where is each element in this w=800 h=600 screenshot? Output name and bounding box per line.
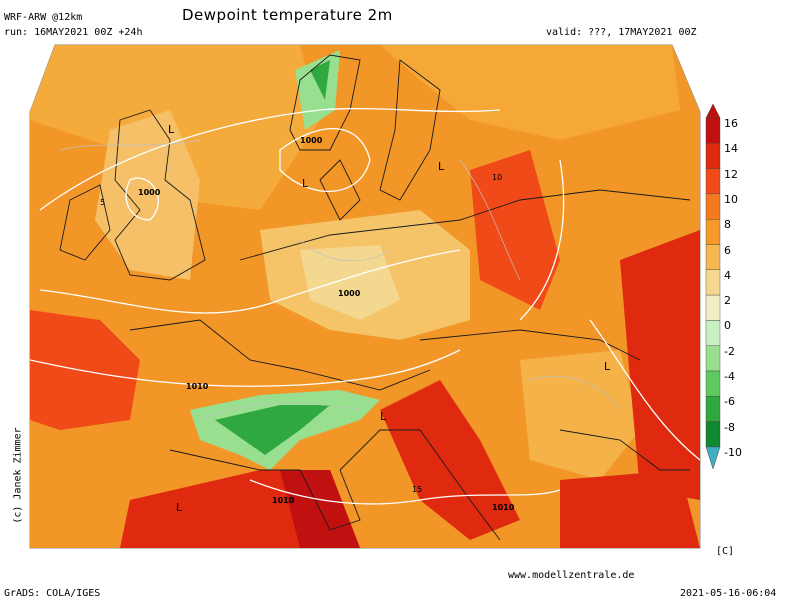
- colorbar-tick-label: 16: [724, 117, 738, 130]
- colorbar-top-arrow: [705, 103, 721, 119]
- field-uk: [95, 110, 200, 280]
- isobar-label-1010-c: 1010: [492, 503, 515, 512]
- colorbar-tick-label: -6: [724, 395, 735, 409]
- contour-label-10: 10: [492, 173, 502, 182]
- colorbar-tick-label: -10: [724, 445, 742, 459]
- colorbar-tick-label: 10: [724, 192, 738, 206]
- isobar-label-1000-b: 1000: [138, 188, 161, 197]
- colorbar-segment: [705, 117, 721, 144]
- colorbar-segment: [705, 269, 721, 296]
- colorbar-unit: [C]: [716, 546, 735, 557]
- isobar-label-1010-a: 1010: [186, 382, 209, 391]
- colorbar-tick-label: 2: [724, 294, 731, 308]
- colorbar-segment: [705, 168, 721, 195]
- colorbar-tick-label: -4: [724, 370, 735, 383]
- field-central-light: [300, 245, 400, 320]
- low-pressure-marker-d: L: [604, 360, 611, 373]
- field-biscay-red: [30, 310, 140, 430]
- colorbar-segment: [705, 320, 721, 346]
- colorbar-tick-label: 4: [724, 268, 731, 282]
- field-adriatic-red: [380, 380, 520, 540]
- field-aegean-red: [560, 470, 700, 548]
- isobars: [30, 107, 700, 505]
- colorbar-segment: [705, 193, 721, 220]
- low-pressure-marker-e: L: [380, 410, 387, 423]
- isobar-label-1000-a: 1000: [300, 136, 323, 145]
- low-pressure-marker-b: L: [302, 177, 309, 190]
- website-label: www.modellzentrale.de: [508, 570, 635, 581]
- colorbar-bottom-arrow: [705, 446, 721, 470]
- colorbar-segment: [705, 244, 721, 270]
- map-annotations: 1000 1000 1000 1010 1010 1010 L L L L L …: [100, 123, 611, 514]
- low-pressure-marker-f: L: [176, 501, 183, 514]
- dewpoint-contours: [59, 139, 621, 421]
- model-label: WRF-ARW @12km: [4, 12, 83, 23]
- low-pressure-marker-a: L: [168, 123, 175, 136]
- colorbar-segment: [705, 421, 721, 448]
- colorbar-tick-label: 8: [724, 218, 731, 232]
- low-pressure-marker-c: L: [438, 160, 445, 173]
- colorbar-tick-label: 12: [724, 167, 738, 181]
- isobar-label-1010-b: 1010: [272, 496, 295, 505]
- timestamp-label: 2021-05-16-06:04: [680, 588, 777, 599]
- colorbar-tick-label: 0: [724, 319, 731, 333]
- contour-label-15: 15: [412, 485, 422, 494]
- colorbar-tick-label: 6: [724, 243, 731, 257]
- field-norway-dark: [310, 60, 330, 100]
- colorbar-tick-label: -2: [724, 344, 735, 358]
- copyright-label: (c) Janek Zimmer: [12, 427, 24, 524]
- colorbar-tick-label: -8: [724, 420, 735, 434]
- field-pannonian: [520, 350, 640, 480]
- field-scandinavia-east: [380, 45, 680, 140]
- coastlines: [59, 54, 691, 541]
- colorbar-segment: [705, 396, 721, 422]
- field-black-sea-red: [620, 230, 700, 500]
- colorbar: [705, 103, 721, 470]
- colorbar-segment: [705, 345, 721, 372]
- map-title: Dewpoint temperature 2m: [182, 6, 393, 24]
- isobar-label-1000-c: 1000: [338, 289, 361, 298]
- field-poland-red: [470, 150, 560, 310]
- colorbar-tick-label: 14: [724, 142, 738, 156]
- contour-label-5: 5: [100, 198, 105, 207]
- colorbar-segment: [705, 218, 721, 245]
- run-label: run: 16MAY2021 00Z +24h: [4, 27, 143, 38]
- colorbar-segment: [705, 294, 721, 321]
- colorbar-segment: [705, 370, 721, 397]
- grads-label: GrADS: COLA/IGES: [4, 588, 101, 599]
- colorbar-segment: [705, 143, 721, 169]
- field-alps-dark: [215, 405, 330, 455]
- valid-label: valid: ???, 17MAY2021 00Z: [546, 27, 697, 38]
